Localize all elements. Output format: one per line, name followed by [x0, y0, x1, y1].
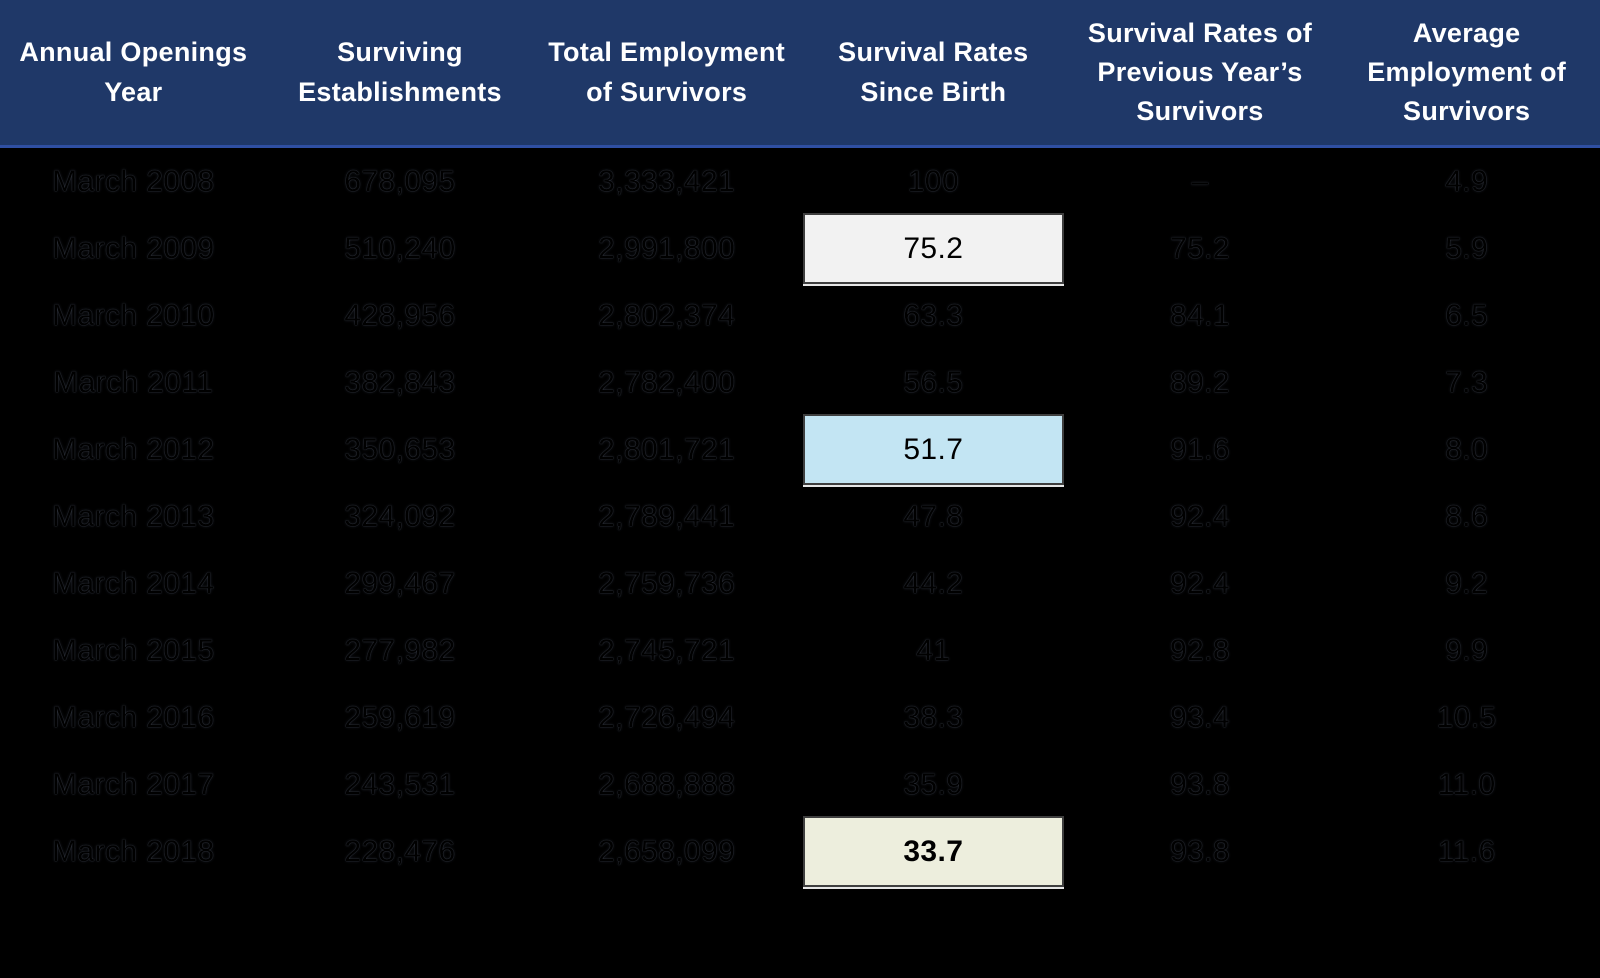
table-cell: 75.2	[800, 213, 1067, 284]
table-cell: 2,658,099	[598, 834, 736, 868]
table-cell: March 2016	[52, 700, 215, 734]
table-cell: March 2010	[52, 298, 215, 332]
table-cell: 299,467	[344, 566, 456, 600]
highlighted-cell-cream: 33.7	[802, 816, 1064, 887]
table-cell: 38.3	[903, 700, 964, 734]
table-cell: 89.2	[1169, 365, 1230, 399]
table-cell: March 2008	[52, 164, 215, 198]
table-cell: March 2011	[53, 365, 214, 399]
table-row: March 2013 324,092 2,789,441 47.8 92.4 8.6	[0, 483, 1600, 550]
table-cell: 243,531	[344, 767, 456, 801]
table-cell: 4.9	[1445, 164, 1489, 198]
table-cell: 92.4	[1169, 499, 1230, 533]
table-cell: 63.3	[903, 298, 964, 332]
table-row: March 2011 382,843 2,782,400 56.5 89.2 7.3	[0, 349, 1600, 416]
table-cell: 9.2	[1445, 566, 1489, 600]
table-cell: March 2017	[52, 767, 215, 801]
table-cell: March 2018	[52, 834, 215, 868]
table-cell: 2,782,400	[598, 365, 736, 399]
table-cell: March 2012	[52, 432, 215, 466]
table-row: March 2009 510,240 2,991,800 75.2 75.2 5.9	[0, 213, 1600, 284]
column-header-survival-rates-previous-year: Survival Rates of Previous Year’s Surviv…	[1087, 17, 1313, 127]
table-cell: 100	[907, 164, 959, 198]
column-header-average-employment-of-survivors: Average Employment of Survivors	[1367, 17, 1567, 127]
table-cell: 91.6	[1169, 432, 1230, 466]
table-cell: 259,619	[344, 700, 456, 734]
table-cell: 41	[916, 633, 951, 667]
table-cell: 92.4	[1169, 566, 1230, 600]
table-cell: 6.5	[1445, 298, 1489, 332]
table-cell: 51.7	[800, 414, 1067, 485]
table-cell: 382,843	[344, 365, 456, 399]
table-cell: 324,092	[344, 499, 456, 533]
table-cell: 350,653	[344, 432, 456, 466]
table-cell: 11.0	[1437, 767, 1496, 801]
table-cell: 93.4	[1169, 700, 1230, 734]
table-row: March 2014 299,467 2,759,736 44.2 92.4 9.2	[0, 550, 1600, 617]
table-cell: 33.7	[800, 816, 1067, 887]
table-cell: 8.0	[1445, 432, 1489, 466]
table-row: March 2015 277,982 2,745,721 41 92.8 9.9	[0, 617, 1600, 684]
table-cell: 93.8	[1169, 834, 1230, 868]
table-row: March 2016 259,619 2,726,494 38.3 93.4 10.5	[0, 684, 1600, 751]
column-header-survival-rates-since-birth: Survival Rates Since Birth	[838, 37, 1029, 107]
table-cell: 2,726,494	[598, 700, 736, 734]
table-cell: 3,333,421	[598, 164, 736, 198]
table-cell: 2,759,736	[598, 566, 736, 600]
table-cell: 2,801,721	[598, 432, 736, 466]
table-cell: 2,688,888	[598, 767, 736, 801]
table-cell: 5.9	[1445, 231, 1489, 265]
column-header-total-employment-of-survivors: Total Employment of Survivors	[548, 37, 786, 107]
table-header-row: Annual Openings Year Surviving Establish…	[0, 0, 1600, 148]
table-cell: March 2015	[52, 633, 215, 667]
table-cell: 510,240	[344, 231, 456, 265]
table-cell: 9.9	[1445, 633, 1489, 667]
table-cell: 84.1	[1169, 298, 1230, 332]
table-cell: 47.8	[903, 499, 964, 533]
table-cell: 8.6	[1445, 499, 1489, 533]
table-cell: 678,095	[344, 164, 456, 198]
table-cell: 93.8	[1169, 767, 1230, 801]
table-cell: March 2009	[52, 231, 215, 265]
table-cell: 2,802,374	[598, 298, 736, 332]
table-cell: 35.9	[903, 767, 964, 801]
table-cell: 277,982	[344, 633, 456, 667]
table-cell: 56.5	[903, 365, 964, 399]
highlighted-cell-blue: 51.7	[802, 414, 1064, 485]
table-row: March 2012 350,653 2,801,721 51.7 91.6 8.0	[0, 414, 1600, 485]
table-row: March 2008 678,095 3,333,421 100 – 4.9	[0, 148, 1600, 215]
table-row: March 2010 428,956 2,802,374 63.3 84.1 6.5	[0, 282, 1600, 349]
table-cell: 7.3	[1445, 365, 1489, 399]
table-cell: 2,745,721	[598, 633, 736, 667]
table-cell: March 2014	[52, 566, 215, 600]
table-cell: March 2013	[52, 499, 215, 533]
table-cell: 228,476	[344, 834, 456, 868]
table-cell: 10.5	[1436, 700, 1497, 734]
table-cell: 75.2	[1169, 231, 1230, 265]
column-header-annual-openings-year: Annual Openings Year	[19, 37, 248, 107]
table-cell: 428,956	[344, 298, 456, 332]
table-row: March 2018 228,476 2,658,099 33.7 93.8 11.6	[0, 816, 1600, 887]
table-cell: 2,789,441	[598, 499, 736, 533]
table-body: March 2008 678,095 3,333,421 100–4.9 March 2…	[0, 148, 1600, 887]
table-cell: –	[1191, 164, 1209, 198]
table-cell: 44.2	[903, 566, 964, 600]
table-cell: 92.8	[1169, 633, 1230, 667]
table-cell: 11.6	[1437, 834, 1496, 868]
table-cell: 2,991,800	[598, 231, 736, 265]
highlighted-cell-white: 75.2	[802, 213, 1064, 284]
table-row: March 2017 243,531 2,688,888 35.9 93.8 11.0	[0, 751, 1600, 818]
column-header-surviving-establishments: Surviving Establishments	[298, 37, 502, 107]
